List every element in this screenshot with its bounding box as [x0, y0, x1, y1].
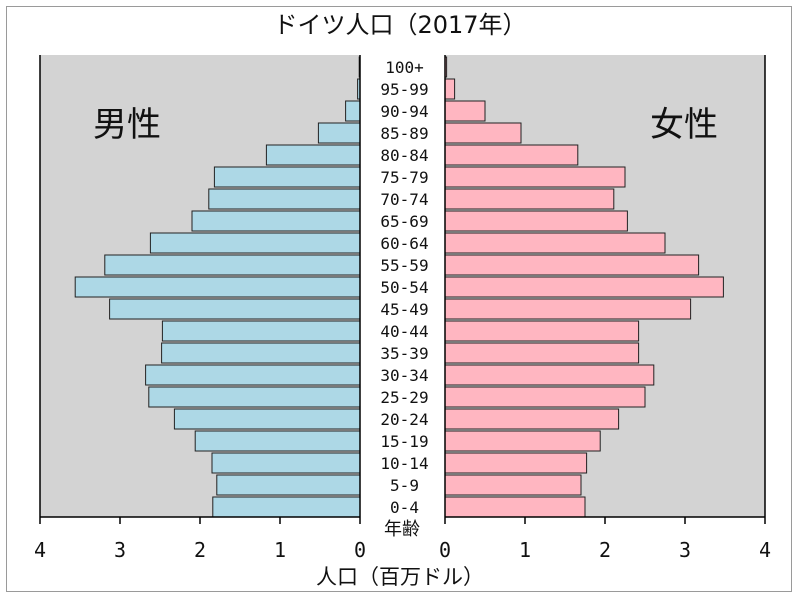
male-bar-40-44 [161, 320, 361, 342]
male-bar-85-89 [317, 122, 361, 144]
age-label-20-24: 20-24 [380, 410, 428, 429]
female-bar-55-59 [444, 254, 700, 276]
female-bar-50-54 [444, 276, 724, 298]
male-bar-35-39 [161, 342, 361, 364]
female-bar-0-4 [444, 496, 586, 518]
x-tick-label: 2 [194, 538, 206, 562]
age-label-70-74: 70-74 [380, 190, 428, 209]
female-label: 女性 [650, 105, 718, 145]
male-bar-20-24 [173, 408, 361, 430]
x-tick-label: 1 [274, 538, 286, 562]
male-bar-10-14 [211, 452, 361, 474]
male-bar-55-59 [104, 254, 361, 276]
age-label-35-39: 35-39 [380, 344, 428, 363]
female-bar-85-89 [444, 122, 522, 144]
male-bar-75-79 [213, 166, 361, 188]
x-tick-label: 2 [599, 538, 611, 562]
female-bar-20-24 [444, 408, 620, 430]
male-bar-70-74 [208, 188, 361, 210]
age-label-95-99: 95-99 [380, 80, 428, 99]
figure-frame [6, 6, 792, 592]
female-bar-10-14 [444, 452, 588, 474]
x-tick-label: 3 [679, 538, 691, 562]
female-bar-35-39 [444, 342, 640, 364]
age-label-60-64: 60-64 [380, 234, 428, 253]
x-tick-label: 4 [759, 538, 771, 562]
age-label-10-14: 10-14 [380, 454, 428, 473]
male-bar-80-84 [265, 144, 361, 166]
female-bar-90-94 [444, 100, 486, 122]
male-bar-60-64 [149, 232, 361, 254]
female-bar-5-9 [444, 474, 582, 496]
female-bar-40-44 [444, 320, 640, 342]
female-bar-15-19 [444, 430, 601, 452]
age-label-100+: 100+ [385, 58, 424, 77]
male-bar-15-19 [194, 430, 361, 452]
age-label-55-59: 55-59 [380, 256, 428, 275]
x-tick-label: 3 [114, 538, 126, 562]
male-bar-0-4 [212, 496, 361, 518]
female-bar-70-74 [444, 188, 615, 210]
age-label-40-44: 40-44 [380, 322, 428, 341]
female-bar-45-49 [444, 298, 692, 320]
female-bar-95-99 [444, 78, 456, 100]
age-label-15-19: 15-19 [380, 432, 428, 451]
female-bar-80-84 [444, 144, 579, 166]
male-bar-50-54 [74, 276, 361, 298]
male-bar-65-69 [191, 210, 361, 232]
age-label-30-34: 30-34 [380, 366, 428, 385]
male-bar-25-29 [148, 386, 361, 408]
age-label-80-84: 80-84 [380, 146, 428, 165]
male-bar-45-49 [109, 298, 361, 320]
age-label-5-9: 5-9 [390, 476, 419, 495]
category-axis-label: 年齢 [384, 519, 420, 540]
age-label-0-4: 0-4 [390, 498, 419, 517]
male-bar-5-9 [216, 474, 361, 496]
female-bar-65-69 [444, 210, 628, 232]
x-tick-label: 4 [34, 538, 46, 562]
age-label-25-29: 25-29 [380, 388, 428, 407]
female-bar-30-34 [444, 364, 655, 386]
age-label-45-49: 45-49 [380, 300, 428, 319]
female-bar-75-79 [444, 166, 626, 188]
male-bar-90-94 [345, 100, 361, 122]
age-label-50-54: 50-54 [380, 278, 428, 297]
male-bar-30-34 [145, 364, 361, 386]
female-bar-60-64 [444, 232, 666, 254]
age-label-75-79: 75-79 [380, 168, 428, 187]
female-bar-25-29 [444, 386, 646, 408]
age-label-85-89: 85-89 [380, 124, 428, 143]
x-tick-label: 1 [519, 538, 531, 562]
male-label: 男性 [93, 105, 161, 145]
chart-title: ドイツ人口（2017年） [273, 11, 526, 39]
x-axis-label: 人口（百万ドル） [316, 565, 484, 589]
x-tick-label: 0 [354, 538, 366, 562]
age-label-65-69: 65-69 [380, 212, 428, 231]
x-tick-label: 0 [439, 538, 451, 562]
age-label-90-94: 90-94 [380, 102, 428, 121]
